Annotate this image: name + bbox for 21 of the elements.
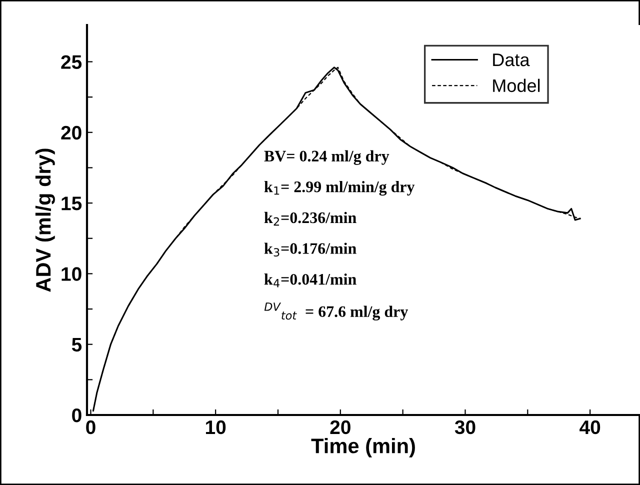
- y-tick-label: 15: [62, 196, 82, 210]
- x-tick-label: 20: [330, 420, 350, 434]
- annotation: BV= 0.24 ml/g dry: [264, 150, 390, 165]
- annotation: k$_{1}$= 2.99 ml/min/g dry: [264, 180, 415, 196]
- y-tick-label: 10: [62, 267, 82, 281]
- legend-label: Data: [493, 54, 530, 66]
- x-tick-label: 40: [580, 420, 600, 434]
- annotation: $^{DV}$$_{tot}$ = 67.6 ml/g dry: [264, 302, 408, 320]
- annotation: k$_{3}$=0.176/min: [264, 242, 356, 257]
- x-tick-label: 30: [454, 420, 476, 434]
- y-tick-label: 0: [72, 408, 82, 422]
- legend-label: Model: [493, 78, 540, 92]
- annotation: k$_{2}$=0.236/min: [264, 212, 356, 226]
- y-tick-label: 20: [61, 126, 82, 140]
- annotation: k$_{4}$=0.041/min: [264, 274, 356, 288]
- x-axis-title: Time (min): [311, 438, 415, 458]
- y-axis-title: ADV (ml/g dry): [35, 148, 55, 292]
- x-tick-label: 10: [206, 420, 226, 434]
- y-tick-label: 25: [61, 55, 82, 69]
- y-tick-label: 5: [72, 338, 82, 352]
- x-tick-label: 0: [86, 420, 96, 434]
